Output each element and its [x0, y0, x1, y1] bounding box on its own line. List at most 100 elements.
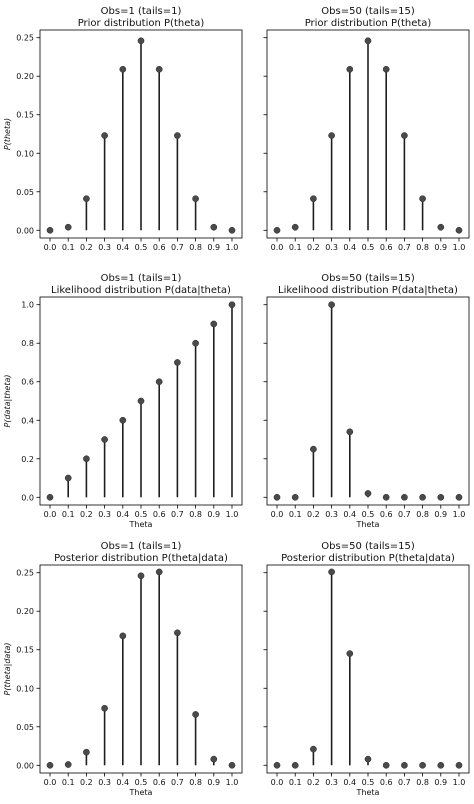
x-tick-label: 0.3 — [98, 243, 111, 252]
x-tick-label: 0.5 — [362, 243, 375, 252]
chart-panel-1: Obs=1 (tails=1)Prior distribution P(thet… — [3, 6, 243, 252]
x-tick-label: 0.8 — [189, 510, 202, 519]
data-point — [101, 132, 108, 139]
data-point — [228, 761, 236, 769]
chart-title: Obs=1 (tails=1) — [101, 541, 182, 552]
data-point — [273, 493, 281, 501]
x-tick-label: 0.6 — [380, 243, 393, 252]
chart-title: Obs=1 (tails=1) — [101, 6, 182, 17]
x-tick-label: 0.7 — [171, 778, 184, 787]
x-tick-label: 0.3 — [325, 243, 338, 252]
data-point — [83, 748, 90, 756]
chart-panel-4: Obs=50 (tails=15)Likelihood distribution… — [263, 273, 470, 529]
chart-subtitle: Likelihood distribution P(data|theta) — [51, 285, 231, 296]
x-tick-label: 1.0 — [453, 510, 466, 519]
data-point — [291, 761, 299, 769]
data-point — [155, 568, 163, 576]
data-point — [210, 223, 218, 231]
y-tick-label: 0.00 — [16, 226, 34, 235]
data-point — [210, 320, 218, 328]
data-point — [83, 455, 90, 463]
data-point — [64, 474, 72, 482]
x-tick-label: 0.0 — [44, 778, 57, 787]
chart-panel-5: Obs=1 (tails=1)Posterior distribution P(… — [3, 541, 243, 797]
y-tick-label: 0.2 — [21, 455, 34, 464]
x-tick-label: 0.4 — [116, 243, 129, 252]
chart-panel-6: Obs=50 (tails=15)Posterior distribution … — [263, 541, 470, 797]
x-tick-label: 0.9 — [207, 243, 220, 252]
data-point — [310, 445, 317, 453]
data-point — [364, 755, 372, 763]
y-tick-label: 0.15 — [16, 646, 34, 655]
chart-title: Obs=1 (tails=1) — [101, 273, 182, 284]
data-point — [64, 223, 72, 231]
x-tick-label: 0.8 — [189, 243, 202, 252]
y-tick-label: 0.05 — [16, 188, 34, 197]
x-tick-label: 0.3 — [98, 778, 111, 787]
x-tick-label: 0.1 — [289, 778, 302, 787]
x-tick-label: 0.9 — [434, 778, 447, 787]
x-tick-label: 0.6 — [153, 778, 166, 787]
y-tick-label: 0.4 — [21, 416, 34, 425]
x-tick-label: 0.5 — [135, 510, 148, 519]
x-axis-label: Theta — [356, 520, 380, 529]
data-point — [328, 568, 335, 576]
y-tick-label: 0.0 — [21, 493, 34, 502]
data-point — [174, 132, 181, 139]
y-tick-label: 1.0 — [21, 301, 34, 310]
y-axis-label: P(data|theta) — [3, 375, 12, 428]
data-point — [328, 301, 335, 309]
data-point — [455, 226, 463, 234]
data-point — [291, 223, 299, 231]
plot-frame — [266, 564, 470, 774]
x-tick-label: 0.2 — [80, 778, 93, 787]
data-point — [155, 65, 163, 73]
data-point — [437, 493, 445, 501]
x-tick-label: 1.0 — [453, 243, 466, 252]
x-tick-label: 0.8 — [416, 778, 429, 787]
y-tick-label: 0.15 — [16, 111, 34, 120]
data-point — [119, 65, 127, 73]
x-tick-label: 1.0 — [226, 510, 239, 519]
x-tick-label: 0.4 — [343, 243, 356, 252]
x-tick-label: 0.5 — [135, 778, 148, 787]
data-point — [174, 359, 181, 366]
x-axis-label: Theta — [129, 520, 153, 529]
data-point — [119, 632, 127, 640]
chart-subtitle: Posterior distribution P(theta|data) — [281, 553, 455, 564]
x-tick-label: 0.8 — [416, 243, 429, 252]
x-tick-label: 0.1 — [289, 243, 302, 252]
y-axis-label: P(theta|data) — [3, 643, 12, 696]
x-tick-label: 0.6 — [153, 510, 166, 519]
data-point — [273, 226, 281, 234]
x-tick-label: 1.0 — [226, 243, 239, 252]
x-tick-label: 0.3 — [325, 778, 338, 787]
data-point — [419, 493, 426, 501]
x-tick-label: 0.3 — [98, 510, 111, 519]
x-tick-label: 0.1 — [62, 778, 75, 787]
x-tick-label: 0.7 — [171, 243, 184, 252]
x-tick-label: 0.0 — [44, 243, 57, 252]
x-tick-label: 0.4 — [343, 778, 356, 787]
data-point — [119, 416, 127, 424]
y-tick-label: 0.05 — [16, 723, 34, 732]
y-tick-label: 0.20 — [16, 607, 34, 616]
x-tick-label: 0.2 — [307, 243, 320, 252]
data-point — [310, 745, 317, 753]
data-point — [228, 301, 236, 309]
data-point — [346, 65, 354, 73]
data-point — [137, 37, 145, 45]
data-point — [346, 428, 354, 436]
data-point — [174, 629, 181, 637]
x-tick-label: 0.0 — [271, 243, 284, 252]
data-point — [419, 761, 426, 769]
data-point — [192, 711, 199, 718]
x-tick-label: 0.5 — [362, 778, 375, 787]
data-point — [101, 704, 108, 712]
x-tick-label: 0.5 — [135, 243, 148, 252]
x-tick-label: 0.7 — [171, 510, 184, 519]
x-tick-label: 0.9 — [434, 510, 447, 519]
x-tick-label: 0.5 — [362, 510, 375, 519]
y-tick-label: 0.8 — [21, 339, 34, 348]
